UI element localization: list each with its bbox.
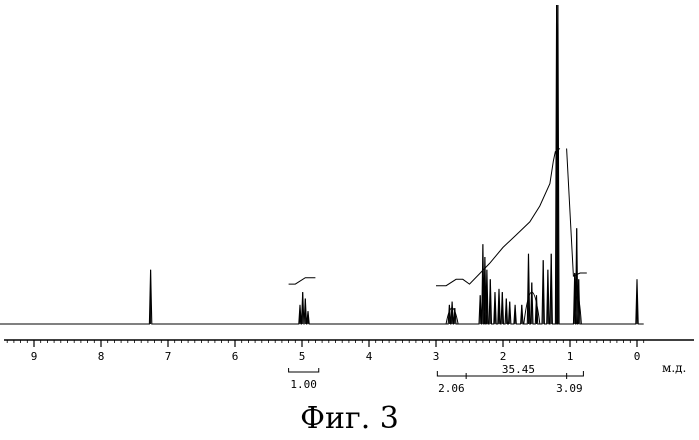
integral-value-label: 35.45 [502,363,535,376]
integral-curve [436,149,560,286]
x-axis-tick-label: 8 [98,350,105,363]
integral-value-label: 1.00 [290,378,317,391]
plot-area: 9 8 7 6 5 4 3 2 1 0 1.00 2.06 35.45 3.09 [0,5,694,395]
x-axis-tick-label: 4 [366,350,373,363]
integral-value-label: 3.09 [556,382,583,395]
x-axis-tick-label: 1 [567,350,574,363]
x-axis-tick-label: 5 [299,350,306,363]
spectrum-line [0,5,644,324]
x-axis-tick-label: 3 [433,350,440,363]
x-axis-tick-label: 2 [500,350,507,363]
x-axis-tick-label: 7 [165,350,172,363]
integral-curve [289,278,316,284]
x-axis-tick-label: 6 [232,350,239,363]
x-axis-unit-label: м.д. [662,361,686,375]
figure-caption: Фиг. 3 [0,402,699,436]
integral-bracket [289,368,319,372]
x-axis-tick-label: 0 [634,350,641,363]
integral-value-label: 2.06 [438,382,465,395]
x-axis-tick-label: 9 [31,350,38,363]
